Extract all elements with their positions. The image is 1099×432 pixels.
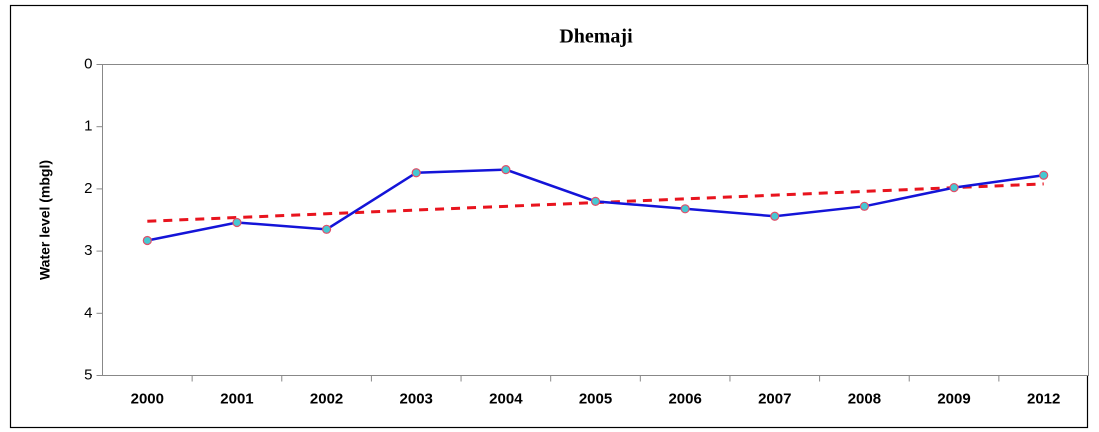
- x-tick-label: 2000: [131, 390, 164, 407]
- data-point: [321, 224, 332, 234]
- x-tick-label: 2001: [220, 390, 253, 407]
- data-point: [590, 196, 601, 206]
- x-tick-label: 2009: [937, 390, 970, 407]
- plot-area: [102, 64, 1089, 376]
- x-tick-label: 2006: [668, 390, 701, 407]
- y-tick-label: 3: [84, 242, 92, 259]
- y-tick-label: 0: [84, 55, 92, 72]
- data-point: [501, 165, 511, 175]
- x-tick-label: 2012: [1027, 390, 1060, 407]
- x-tick-label: 2005: [579, 390, 612, 407]
- x-tick-label: 2008: [848, 390, 881, 407]
- data-point: [859, 201, 870, 211]
- chart-title: Dhemaji: [559, 26, 633, 48]
- y-tick-label: 1: [84, 118, 92, 135]
- data-point: [1039, 170, 1049, 180]
- data-point: [949, 183, 959, 193]
- y-tick-label: 2: [84, 180, 92, 197]
- data-point: [680, 204, 690, 214]
- data-point: [142, 235, 152, 246]
- data-point: [232, 217, 242, 228]
- y-tick-label: 4: [84, 304, 92, 321]
- x-tick-label: 2003: [400, 390, 433, 407]
- data-point: [770, 211, 780, 221]
- data-point: [411, 168, 421, 178]
- x-tick-label: 2004: [489, 390, 523, 407]
- x-tick-label: 2002: [310, 390, 343, 407]
- y-axis-title: Water level (mbgl): [37, 160, 53, 280]
- x-tick-label: 2007: [758, 390, 791, 407]
- y-tick-label: 5: [84, 366, 92, 383]
